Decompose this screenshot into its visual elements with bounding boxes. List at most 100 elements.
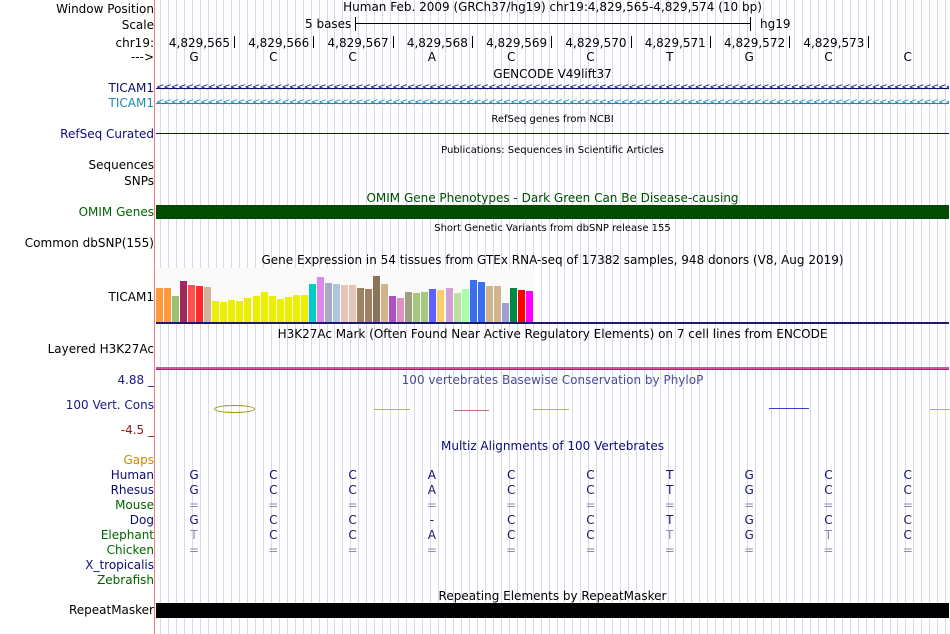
alignment-base: C: [586, 528, 595, 542]
track-label-sequences[interactable]: Sequences: [88, 158, 154, 172]
gtex-tissue-bar[interactable]: [301, 295, 308, 322]
phylop-mark[interactable]: [213, 405, 256, 413]
species-label[interactable]: Rhesus: [110, 483, 154, 497]
gtex-tissue-bar[interactable]: [196, 286, 203, 322]
ruler-label: 4,829,566: [248, 36, 310, 50]
species-label[interactable]: Dog: [129, 513, 154, 527]
gtex-tissue-bar[interactable]: [164, 288, 171, 322]
gtex-tissue-bar[interactable]: [389, 296, 396, 322]
gtex-tissue-bar[interactable]: [421, 292, 428, 322]
gtex-tissue-bar[interactable]: [381, 284, 388, 322]
alignment-base: =: [268, 498, 279, 512]
gtex-tissue-bar[interactable]: [429, 289, 436, 322]
gtex-tissue-bar[interactable]: [454, 293, 461, 322]
gtex-tissue-bar[interactable]: [277, 299, 284, 322]
gtex-tissue-bar[interactable]: [269, 296, 276, 322]
gtex-tissue-bar[interactable]: [510, 288, 517, 322]
gtex-tissue-bar[interactable]: [317, 277, 324, 322]
gtex-tissue-bar[interactable]: [253, 296, 260, 322]
gtex-tissue-bar[interactable]: [156, 288, 163, 322]
gtex-tissue-bar[interactable]: [188, 285, 195, 322]
track-label-repeatmasker[interactable]: RepeatMasker: [68, 603, 154, 617]
alignment-base: C: [506, 528, 516, 542]
gtex-tissue-bar[interactable]: [172, 296, 179, 322]
gtex-tissue-bar[interactable]: [220, 302, 227, 322]
gtex-tissue-bar[interactable]: [446, 288, 453, 322]
gtex-tissue-bar[interactable]: [285, 297, 292, 322]
phylop-mark[interactable]: [929, 409, 950, 410]
track-label-snps[interactable]: SNPs: [124, 174, 154, 188]
species-label[interactable]: X_tropicalis: [85, 558, 154, 572]
ruler-tick: [234, 36, 235, 48]
pubs-title: Publications: Sequences in Scientific Ar…: [441, 145, 664, 156]
grid-line: [746, 0, 748, 634]
repeat-feature[interactable]: [156, 603, 949, 618]
gtex-tissue-bar[interactable]: [293, 295, 300, 322]
strand-arrow-label: --->: [130, 50, 154, 64]
grid-line: [643, 0, 645, 634]
species-label[interactable]: Elephant: [100, 528, 154, 542]
alignment-base: C: [269, 483, 278, 497]
phylop-track[interactable]: [156, 388, 950, 432]
gtex-tissue-bar[interactable]: [180, 281, 187, 322]
gtex-tissue-bar[interactable]: [349, 285, 356, 322]
gtex-tissue-bar[interactable]: [357, 288, 364, 322]
track-label-gaps[interactable]: Gaps: [123, 453, 154, 467]
gtex-tissue-bar[interactable]: [373, 276, 380, 322]
gencode-transcript-2[interactable]: <<<<<<<<<<<<<<<<<<<<<<<<<<<<<<<<<<<<<<<<…: [156, 97, 949, 109]
gtex-tissue-bar[interactable]: [518, 290, 525, 322]
track-label-ticam1-alt[interactable]: TICAM1: [108, 96, 154, 110]
gtex-tissue-bar[interactable]: [228, 300, 235, 322]
gtex-tissue-bar[interactable]: [244, 298, 251, 322]
gtex-tissue-bar[interactable]: [261, 292, 268, 322]
gtex-tissue-bar[interactable]: [341, 285, 348, 322]
gtex-tissue-bar[interactable]: [309, 284, 316, 322]
phylop-mark[interactable]: [768, 408, 809, 409]
alignment-base: C: [586, 513, 595, 527]
grid-line: [810, 0, 812, 634]
track-label-h3k27[interactable]: Layered H3K27Ac: [47, 342, 154, 356]
alignment-base: =: [426, 543, 437, 557]
gtex-tissue-bar[interactable]: [405, 292, 412, 322]
grid-line: [865, 0, 867, 634]
gtex-tissue-bar[interactable]: [365, 289, 372, 322]
track-label-cons[interactable]: 100 Vert. Cons: [65, 398, 154, 412]
species-label[interactable]: Human: [110, 468, 154, 482]
gencode-transcript-1[interactable]: <<<<<<<<<<<<<<<<<<<<<<<<<<<<<<<<<<<<<<<<…: [156, 82, 949, 94]
grid-line: [770, 0, 772, 634]
gtex-tissue-bar[interactable]: [478, 282, 485, 322]
gtex-tissue-bar[interactable]: [413, 293, 420, 322]
gtex-tissue-bar[interactable]: [494, 286, 501, 322]
gtex-tissue-bar[interactable]: [333, 284, 340, 322]
grid-line: [834, 0, 836, 634]
species-label[interactable]: Chicken: [106, 543, 154, 557]
gtex-tissue-bar[interactable]: [526, 291, 533, 322]
gtex-tissue-bar[interactable]: [397, 298, 404, 322]
track-label-ticam1-gencode[interactable]: TICAM1: [108, 81, 154, 95]
track-label-omim[interactable]: OMIM Genes: [78, 205, 154, 219]
h3k27-signal-bottom: [156, 369, 949, 370]
gtex-tissue-bar[interactable]: [212, 301, 219, 322]
gtex-tissue-bar[interactable]: [204, 287, 211, 322]
species-label[interactable]: Zebrafish: [97, 573, 154, 587]
species-label[interactable]: Mouse: [115, 498, 154, 512]
gtex-tissue-bar[interactable]: [502, 303, 509, 322]
h3k27-signal-top[interactable]: [156, 367, 949, 369]
phylop-mark[interactable]: [533, 409, 569, 410]
gtex-bar-chart[interactable]: [156, 268, 534, 322]
phylop-mark[interactable]: [374, 409, 411, 410]
gtex-tissue-bar[interactable]: [462, 289, 469, 322]
track-label-refseq[interactable]: RefSeq Curated: [60, 127, 154, 141]
track-label-gtex[interactable]: TICAM1: [108, 290, 154, 304]
omim-feature[interactable]: [156, 205, 949, 219]
gtex-tissue-bar[interactable]: [236, 301, 243, 322]
gtex-tissue-bar[interactable]: [486, 286, 493, 322]
base-letter: C: [824, 50, 833, 64]
gtex-tissue-bar[interactable]: [325, 283, 332, 322]
phylop-mark[interactable]: [453, 410, 490, 411]
refseq-transcript[interactable]: [156, 133, 949, 134]
alignment-base: C: [506, 483, 516, 497]
gtex-tissue-bar[interactable]: [437, 290, 444, 322]
track-label-dbsnp[interactable]: Common dbSNP(155): [24, 236, 154, 250]
gtex-tissue-bar[interactable]: [470, 280, 477, 322]
